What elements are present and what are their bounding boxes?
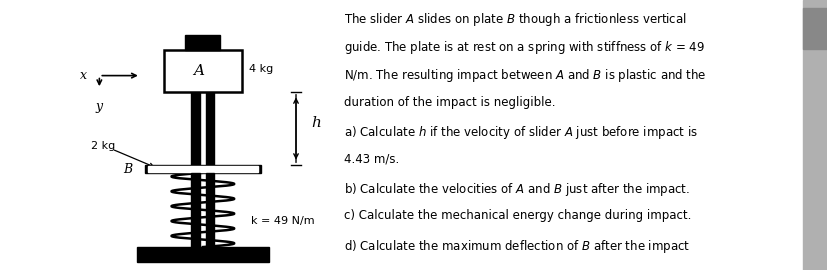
Text: c) Calculate the mechanical energy change during impact.: c) Calculate the mechanical energy chang… <box>343 209 691 222</box>
Text: A: A <box>193 64 204 78</box>
Bar <box>163 50 241 92</box>
Text: a) Calculate $\mathit{h}$ if the velocity of slider $\mathit{A}$ just before imp: a) Calculate $\mathit{h}$ if the velocit… <box>343 124 696 141</box>
Bar <box>191 92 199 165</box>
Bar <box>148 166 257 172</box>
Text: b) Calculate the velocities of $\mathit{A}$ and $\mathit{B}$ just after the impa: b) Calculate the velocities of $\mathit{… <box>343 181 689 198</box>
Text: 4.43 m/s.: 4.43 m/s. <box>343 153 399 166</box>
Text: k = 49 N/m: k = 49 N/m <box>251 216 314 226</box>
Bar <box>136 247 269 262</box>
Text: duration of the impact is negligible.: duration of the impact is negligible. <box>343 96 554 109</box>
Text: d) Calculate the maximum deflection of $\mathit{B}$ after the impact: d) Calculate the maximum deflection of $… <box>343 238 689 255</box>
Bar <box>802 8 827 49</box>
Bar <box>185 35 220 50</box>
Text: y: y <box>96 100 103 113</box>
Bar <box>802 0 827 270</box>
Text: guide. The plate is at rest on a spring with stiffness of $\mathit{k}$ = 49: guide. The plate is at rest on a spring … <box>343 39 704 56</box>
Text: B: B <box>123 163 132 176</box>
Text: The slider $\mathit{A}$ slides on plate $\mathit{B}$ though a frictionless verti: The slider $\mathit{A}$ slides on plate … <box>343 11 686 28</box>
Bar <box>206 92 214 165</box>
Bar <box>191 173 199 247</box>
Text: h: h <box>310 116 320 130</box>
Bar <box>206 173 214 247</box>
Text: 2 kg: 2 kg <box>91 141 115 151</box>
Text: 4 kg: 4 kg <box>248 64 273 74</box>
Text: N/m. The resulting impact between $\mathit{A}$ and $\mathit{B}$ is plastic and t: N/m. The resulting impact between $\math… <box>343 68 705 85</box>
Text: x: x <box>80 69 87 82</box>
Bar <box>145 165 261 173</box>
